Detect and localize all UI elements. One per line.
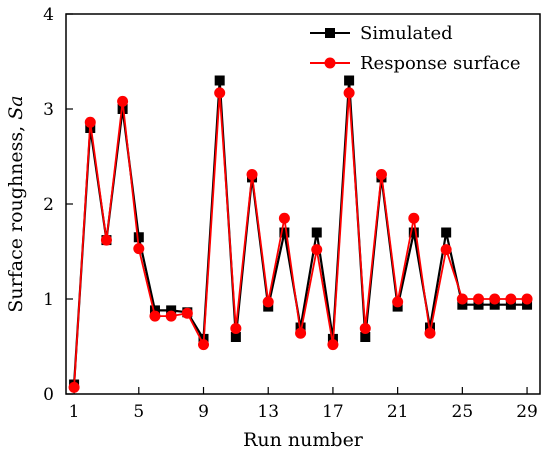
data-point-response-surface <box>375 169 387 181</box>
data-point-simulated <box>505 299 516 310</box>
data-point-simulated <box>166 305 177 316</box>
data-point-simulated <box>133 232 144 243</box>
data-point-simulated <box>489 299 500 310</box>
data-point-simulated <box>311 227 322 238</box>
data-point-simulated <box>344 75 355 86</box>
y-tick-label: 3 <box>43 100 54 120</box>
data-point-response-surface <box>440 244 452 256</box>
data-point-simulated <box>149 305 160 316</box>
y-tick-label: 2 <box>43 195 54 215</box>
data-point-response-surface <box>84 116 96 128</box>
legend-marker-simulated <box>325 28 335 38</box>
data-point-response-surface <box>100 234 112 246</box>
data-point-response-surface <box>117 95 129 107</box>
legend-label-simulated: Simulated <box>360 23 453 44</box>
data-point-response-surface <box>149 310 161 322</box>
x-tick-label: 17 <box>322 402 344 422</box>
data-point-response-surface <box>327 339 339 351</box>
data-point-simulated <box>441 227 452 238</box>
legend-label-response-surface: Response surface <box>360 53 521 74</box>
x-tick-label: 29 <box>516 402 538 422</box>
data-point-response-surface <box>521 293 533 305</box>
series-response-surface <box>68 87 533 393</box>
x-tick-label: 1 <box>69 402 80 422</box>
data-point-response-surface <box>133 243 145 255</box>
data-point-response-surface <box>359 322 371 334</box>
data-point-simulated <box>457 299 468 310</box>
data-point-simulated <box>408 227 419 238</box>
data-point-response-surface <box>165 310 177 322</box>
y-axis-label: Surface roughness, Sa <box>5 95 27 312</box>
y-axis-label-symbol: Sa <box>5 95 27 119</box>
data-point-simulated <box>522 299 533 310</box>
data-point-response-surface <box>489 293 501 305</box>
data-point-response-surface <box>456 293 468 305</box>
legend-marker-response-surface <box>324 57 336 69</box>
data-point-simulated <box>360 332 371 342</box>
data-point-response-surface <box>473 293 485 305</box>
data-point-response-surface <box>278 212 290 224</box>
data-point-response-surface <box>392 296 404 308</box>
x-axis-label: Run number <box>243 429 364 451</box>
x-tick-label: 5 <box>133 402 144 422</box>
data-point-simulated <box>473 299 484 310</box>
data-point-response-surface <box>214 87 226 99</box>
x-tick-label: 25 <box>452 402 474 422</box>
data-point-simulated <box>230 332 241 342</box>
data-point-response-surface <box>262 296 274 308</box>
data-point-response-surface <box>311 244 323 256</box>
y-axis-label-prefix: Surface roughness, <box>5 120 27 313</box>
legend: Simulated Response surface <box>310 23 521 74</box>
data-point-response-surface <box>408 212 420 224</box>
data-point-response-surface <box>246 169 258 181</box>
data-point-response-surface <box>295 327 307 339</box>
y-tick-label: 0 <box>43 385 54 405</box>
legend-entry-simulated: Simulated <box>310 23 453 44</box>
data-point-response-surface <box>424 327 436 339</box>
data-point-response-surface <box>181 307 193 319</box>
y-tick-label: 4 <box>43 5 54 25</box>
series-layer <box>68 75 533 393</box>
data-point-simulated <box>279 227 290 238</box>
y-tick-label: 1 <box>43 290 54 310</box>
x-tick-label: 21 <box>387 402 409 422</box>
series-simulated <box>69 75 533 390</box>
x-tick-label: 13 <box>257 402 279 422</box>
data-point-response-surface <box>198 339 210 351</box>
data-point-response-surface <box>230 322 242 334</box>
data-point-simulated <box>214 75 225 86</box>
data-point-response-surface <box>68 381 80 393</box>
x-tick-label: 9 <box>198 402 209 422</box>
data-point-response-surface <box>343 87 355 99</box>
legend-entry-response-surface: Response surface <box>310 53 521 74</box>
data-point-response-surface <box>505 293 517 305</box>
